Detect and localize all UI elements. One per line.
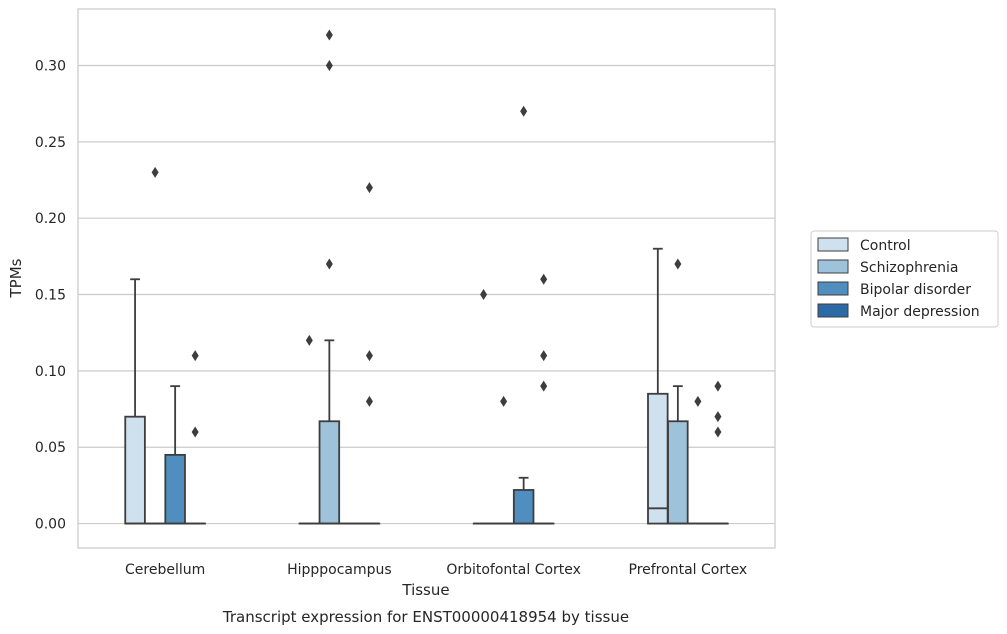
y-tick-label: 0.00 <box>35 517 66 533</box>
outlier-point <box>694 395 702 407</box>
legend-label: Control <box>860 238 911 254</box>
legend-items: Control Schizophrenia Bipolar disorder Majo… <box>817 237 980 320</box>
outlier-point <box>714 380 722 392</box>
box-bipolar-disorder <box>687 395 709 525</box>
legend-label: Bipolar disorder <box>860 282 971 298</box>
outlier-point <box>365 350 373 362</box>
box-major-depression <box>184 350 206 525</box>
box-control <box>647 247 669 525</box>
outlier-point <box>365 182 373 194</box>
outlier-point <box>151 166 159 178</box>
grid-lines <box>78 64 775 525</box>
x-tick-labels: Cerebellum Hipppocampus Orbitofontal Corte… <box>125 562 747 578</box>
box-body <box>318 420 341 525</box>
y-tick-label: 0.10 <box>35 364 66 380</box>
outlier-point <box>480 289 488 301</box>
x-tick-label: Hipppocampus <box>287 562 392 578</box>
outlier-point <box>191 350 199 362</box>
legend-swatch <box>817 237 849 252</box>
box-bipolar-disorder <box>512 105 535 525</box>
outlier-point <box>325 258 333 270</box>
y-tick-label: 0.25 <box>35 135 66 151</box>
outlier-point <box>325 59 333 71</box>
boxes <box>124 29 729 525</box>
x-axis-label: Tissue <box>401 581 449 599</box>
outlier-point <box>365 395 373 407</box>
y-tick-label: 0.30 <box>35 58 66 74</box>
box-control <box>472 289 495 525</box>
legend-swatch <box>817 259 849 274</box>
box-major-depression <box>532 273 555 525</box>
box-bipolar-disorder <box>164 385 186 525</box>
chart-caption: Transcript expression for ENST0000041895… <box>222 608 629 626</box>
outlier-point <box>325 29 333 41</box>
y-tick-label: 0.15 <box>35 288 66 304</box>
box-body <box>647 392 669 525</box>
box-schizophrenia <box>318 29 341 525</box>
outlier-point <box>674 258 682 270</box>
outlier-point <box>714 426 722 438</box>
outlier-point <box>540 350 548 362</box>
outlier-point <box>714 411 722 423</box>
outlier-point <box>540 273 548 285</box>
x-tick-label: Cerebellum <box>125 562 205 578</box>
legend: Control Schizophrenia Bipolar disorder Majo… <box>810 230 999 328</box>
box-major-depression <box>707 380 729 525</box>
outlier-point <box>520 105 528 117</box>
legend-label: Major depression <box>860 304 980 320</box>
legend-swatch <box>817 303 849 318</box>
box-body <box>512 489 535 525</box>
legend-label: Schizophrenia <box>860 260 958 276</box>
box-body <box>164 453 186 525</box>
box-control <box>124 278 146 525</box>
box-body <box>124 415 146 525</box>
outlier-point <box>305 334 313 346</box>
box-schizophrenia <box>492 395 515 525</box>
box-schizophrenia <box>144 166 166 525</box>
y-axis-label: TPMs <box>7 258 25 298</box>
legend-frame <box>810 230 999 328</box>
y-tick-label: 0.05 <box>35 440 66 456</box>
legend-swatch <box>817 281 849 296</box>
x-tick-label: Prefrontal Cortex <box>629 562 748 578</box>
plot-frame <box>77 8 776 549</box>
x-tick-label: Orbitofontal Cortex <box>446 562 581 578</box>
outlier-point <box>191 426 199 438</box>
box-body <box>667 420 689 525</box>
outlier-point <box>500 395 508 407</box>
box-schizophrenia <box>667 258 689 525</box>
outlier-point <box>540 380 548 392</box>
box-major-depression <box>358 182 381 525</box>
y-tick-labels: 0.00 0.05 0.10 0.15 0.20 0.25 0.30 <box>35 58 66 532</box>
y-tick-label: 0.20 <box>35 211 66 227</box>
box-control <box>298 334 321 525</box>
